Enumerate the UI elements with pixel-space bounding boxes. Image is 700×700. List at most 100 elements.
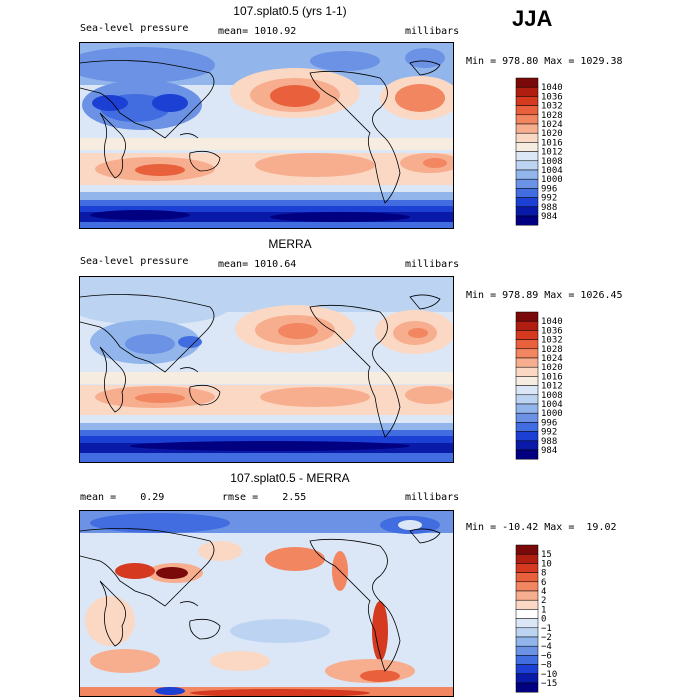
colorbar-swatch	[515, 96, 539, 106]
colorbar-tick-label: 1000	[541, 409, 563, 419]
panel-2-colorbar: 1040 1036 1032 1028 1024 1020 1016 1012 1008 1004…	[515, 311, 576, 462]
colorbar-tick-label: 1004	[541, 400, 563, 410]
colorbar-swatch	[515, 664, 539, 675]
colorbar-swatch	[515, 105, 539, 116]
colorbar-swatch	[515, 412, 539, 423]
colorbar-tick-label: −1	[541, 624, 552, 634]
colorbar-tick-label: 1028	[541, 345, 563, 355]
colorbar-swatch	[515, 572, 539, 583]
panel-2-field-label: Sea-level pressure	[80, 256, 189, 267]
panel-1-map	[79, 42, 454, 229]
colorbar-swatch	[515, 114, 539, 125]
colorbar-swatch	[515, 385, 539, 396]
colorbar-tick-label: 1036	[541, 326, 563, 336]
colorbar-swatch	[515, 142, 539, 152]
colorbar-tick-label: 992	[541, 194, 557, 204]
panel-3-colorbar: 15 10 8 6 4 2 1 0 −1 −2 −4 −6 −8 −10 −15	[515, 544, 576, 695]
colorbar-tick-label: −10	[541, 670, 557, 680]
panel-3-map-plot	[80, 511, 453, 696]
colorbar-swatch	[515, 215, 539, 226]
colorbar-tick-label: 6	[541, 578, 546, 588]
panel-2-colorbar-svg: 1040103610321028102410201016101210081004…	[515, 311, 563, 460]
colorbar-swatch	[515, 553, 539, 564]
colorbar-tick-label: 988	[541, 203, 557, 213]
colorbar-swatch	[515, 320, 539, 331]
colorbar-swatch	[515, 627, 539, 638]
panel-3-map	[79, 510, 454, 697]
panel-2-minmax: Min = 978.89 Max = 1026.45	[466, 290, 623, 301]
colorbar-tick-label: 992	[541, 428, 557, 438]
colorbar-swatch	[515, 673, 539, 684]
panel-3-rmse: rmse = 2.55	[222, 492, 307, 503]
panel-2-map	[79, 276, 454, 463]
panel-3-mean: mean = 0.29	[80, 492, 165, 503]
colorbar-tick-label: 15	[541, 550, 552, 560]
colorbar-tick-label: 988	[541, 437, 557, 447]
colorbar-swatch	[515, 394, 539, 405]
colorbar-tick-label: 1016	[541, 138, 563, 148]
colorbar-swatch	[515, 422, 539, 432]
colorbar-swatch	[515, 348, 539, 359]
colorbar-tick-label: 1008	[541, 157, 563, 167]
colorbar-tick-label: 8	[541, 569, 546, 579]
colorbar-tick-label: 1040	[541, 83, 563, 93]
colorbar-tick-label: 2	[541, 596, 546, 606]
panel-3-units: millibars	[405, 492, 460, 503]
colorbar-tick-label: 1036	[541, 92, 563, 102]
colorbar-swatch	[515, 206, 539, 217]
colorbar-swatch	[515, 645, 539, 656]
panel-2-mean: mean= 1010.64	[218, 259, 297, 270]
colorbar-tick-label: 1028	[541, 111, 563, 121]
colorbar-swatch	[515, 581, 539, 592]
panel-3-title: 107.splat0.5 - MERRA	[230, 471, 350, 485]
colorbar-swatch	[515, 440, 539, 451]
panel-1-map-plot	[80, 43, 453, 228]
panel-2-map-plot	[80, 277, 453, 462]
panel-2-title: MERRA	[268, 237, 312, 251]
panel-1-minmax: Min = 978.80 Max = 1029.38	[466, 56, 623, 67]
colorbar-tick-label: 1032	[541, 102, 563, 112]
season-label: JJA	[512, 6, 553, 31]
colorbar-tick-label: −8	[541, 661, 552, 671]
colorbar-tick-label: 1040	[541, 317, 563, 327]
colorbar-swatch	[515, 655, 539, 665]
colorbar-swatch	[515, 366, 539, 377]
colorbar-tick-label: 996	[541, 418, 557, 428]
colorbar-swatch	[515, 376, 539, 386]
panel-1-title: 107.splat0.5 (yrs 1-1)	[233, 4, 347, 18]
colorbar-swatch	[515, 339, 539, 350]
colorbar-tick-label: 1	[541, 605, 546, 615]
colorbar-tick-label: 984	[541, 212, 557, 222]
colorbar-swatch	[515, 77, 539, 88]
colorbar-swatch	[515, 357, 539, 368]
colorbar-tick-label: 1032	[541, 336, 563, 346]
panel-1-colorbar-svg: 1040103610321028102410201016101210081004…	[515, 77, 563, 226]
colorbar-tick-label: −6	[541, 651, 552, 661]
colorbar-tick-label: 984	[541, 446, 557, 456]
colorbar-swatch	[515, 197, 539, 208]
colorbar-tick-label: 1000	[541, 175, 563, 185]
panel-1-colorbar: 1040 1036 1032 1028 1024 1020 1016 1012 1008 1004…	[515, 77, 576, 228]
colorbar-swatch	[515, 682, 539, 693]
colorbar-tick-label: 1012	[541, 382, 563, 392]
colorbar-swatch	[515, 449, 539, 460]
colorbar-swatch	[515, 132, 539, 143]
colorbar-swatch	[515, 563, 539, 573]
colorbar-tick-label: −15	[541, 679, 557, 689]
panel-2-units: millibars	[405, 259, 460, 270]
colorbar-tick-label: 1008	[541, 391, 563, 401]
panel-3-minmax: Min = -10.42 Max = 19.02	[466, 522, 617, 533]
colorbar-swatch	[515, 403, 539, 414]
colorbar-swatch	[515, 636, 539, 647]
colorbar-swatch	[515, 544, 539, 555]
colorbar-tick-label: 1024	[541, 354, 563, 364]
colorbar-swatch	[515, 599, 539, 610]
colorbar-tick-label: 1016	[541, 372, 563, 382]
colorbar-tick-label: 0	[541, 615, 546, 625]
colorbar-swatch	[515, 609, 539, 619]
colorbar-tick-label: 1020	[541, 129, 563, 139]
colorbar-swatch	[515, 178, 539, 189]
colorbar-swatch	[515, 311, 539, 322]
colorbar-swatch	[515, 618, 539, 629]
